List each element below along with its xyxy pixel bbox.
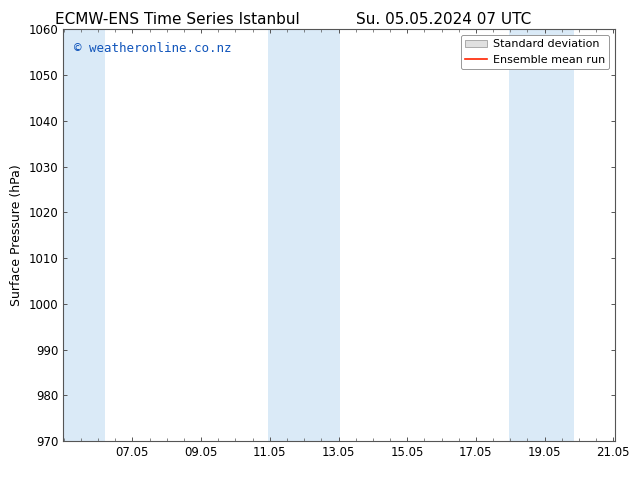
Bar	[63, 29, 105, 441]
Legend: Standard deviation, Ensemble mean run: Standard deviation, Ensemble mean run	[460, 35, 609, 70]
Bar	[508, 29, 574, 441]
Bar	[268, 29, 340, 441]
Y-axis label: Surface Pressure (hPa): Surface Pressure (hPa)	[10, 164, 23, 306]
Text: Su. 05.05.2024 07 UTC: Su. 05.05.2024 07 UTC	[356, 12, 531, 27]
Text: © weatheronline.co.nz: © weatheronline.co.nz	[74, 42, 232, 55]
Text: ECMW-ENS Time Series Istanbul: ECMW-ENS Time Series Istanbul	[55, 12, 300, 27]
